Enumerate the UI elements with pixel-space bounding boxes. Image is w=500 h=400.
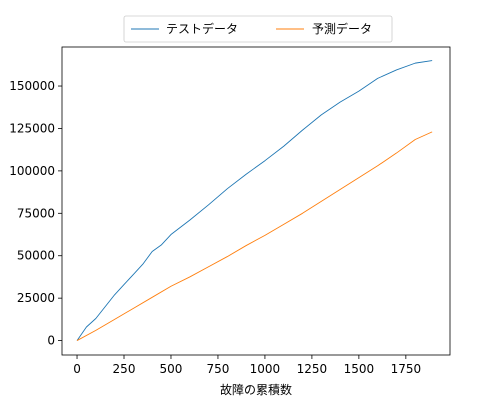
legend-box	[123, 15, 393, 43]
x-tick-label: 1000	[250, 362, 281, 376]
x-axis-label: 故障の累積数	[220, 382, 292, 397]
x-tick-label: 1500	[344, 362, 375, 376]
x-tick-label: 1250	[297, 362, 328, 376]
x-tick-label: 750	[206, 362, 229, 376]
y-tick-label: 100000	[9, 164, 55, 178]
x-axis: 0 250 500 750 1000 1250 1500 1750	[73, 355, 421, 376]
series-line-forecast	[76, 131, 433, 341]
x-tick-label: 1750	[391, 362, 422, 376]
legend-label-forecast: 予測データ	[312, 21, 372, 36]
y-tick-label: 0	[47, 334, 55, 348]
legend-label-test: テストデータ	[166, 21, 238, 36]
series-line-test	[76, 60, 433, 341]
legend: テストデータ 予測データ	[123, 15, 393, 43]
y-axis: 0 25000 50000 75000 100000 125000 150000	[9, 79, 62, 348]
y-tick-label: 125000	[9, 121, 55, 135]
y-tick-label: 150000	[9, 79, 55, 93]
series-layer	[76, 60, 433, 341]
plot-frame	[61, 46, 451, 356]
x-tick-label: 250	[113, 362, 136, 376]
x-tick-label: 0	[73, 362, 81, 376]
y-tick-label: 25000	[17, 291, 55, 305]
x-tick-label: 500	[160, 362, 183, 376]
y-tick-label: 75000	[17, 206, 55, 220]
plot-area	[62, 47, 450, 355]
y-tick-label: 50000	[17, 249, 55, 263]
